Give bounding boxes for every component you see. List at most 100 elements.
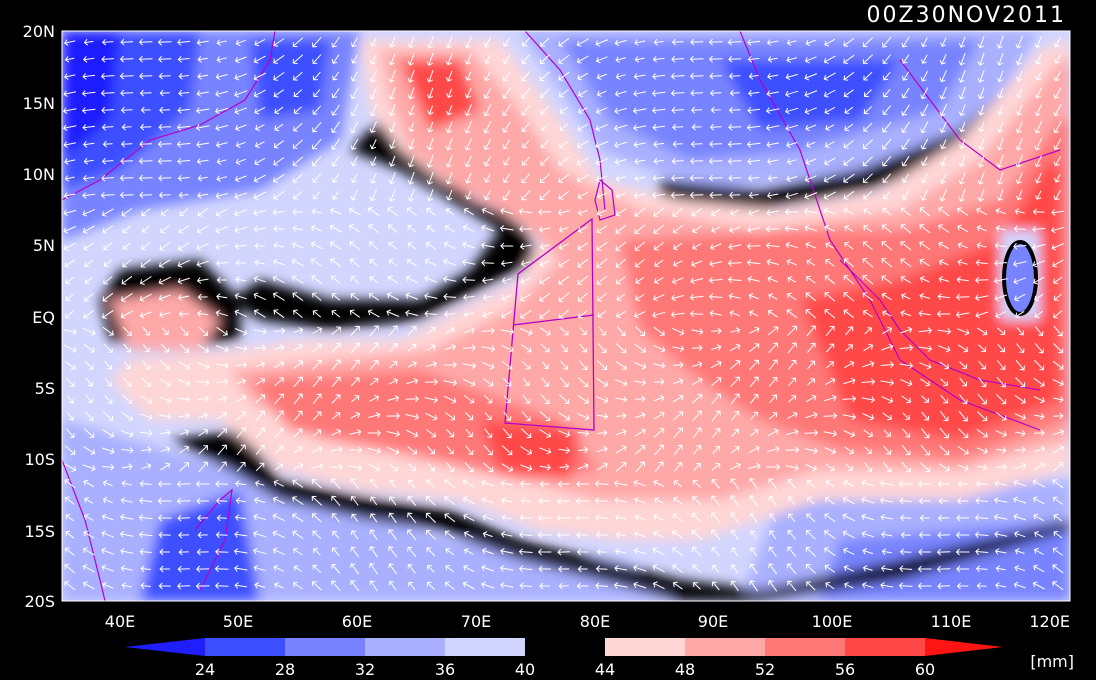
wind-arrow bbox=[331, 326, 341, 336]
wind-arrow bbox=[977, 154, 985, 168]
wind-arrow bbox=[880, 565, 893, 572]
wind-arrow bbox=[768, 412, 778, 420]
wind-arrow bbox=[121, 582, 132, 589]
wind-arrow bbox=[996, 394, 1007, 405]
wind-arrow bbox=[388, 241, 398, 250]
wind-arrow bbox=[502, 139, 511, 150]
wind-arrow bbox=[558, 411, 570, 421]
wind-arrow bbox=[480, 242, 495, 249]
wind-arrow bbox=[330, 258, 342, 268]
wind-arrow bbox=[292, 479, 304, 488]
wind-arrow bbox=[331, 563, 341, 574]
wind-arrow bbox=[500, 547, 514, 555]
wind-arrow bbox=[407, 495, 417, 506]
wind-arrow bbox=[957, 428, 969, 439]
wind-arrow bbox=[731, 547, 739, 557]
wind-arrow bbox=[234, 309, 248, 318]
wind-arrow bbox=[673, 444, 683, 456]
wind-arrow bbox=[653, 38, 664, 46]
wind-arrow bbox=[141, 463, 152, 470]
wind-arrow bbox=[234, 175, 247, 183]
wind-arrow bbox=[730, 580, 739, 592]
wind-arrow bbox=[236, 394, 247, 403]
wind-arrow bbox=[996, 171, 1004, 185]
wind-arrow bbox=[730, 564, 739, 574]
y-tick-label: 5S bbox=[35, 379, 55, 398]
wind-arrow bbox=[196, 39, 209, 46]
wind-arrow bbox=[936, 565, 951, 573]
wind-arrow bbox=[121, 446, 134, 454]
wind-arrow bbox=[882, 54, 892, 64]
wind-arrow bbox=[1034, 36, 1042, 49]
wind-arrow bbox=[748, 292, 759, 300]
wind-arrow bbox=[196, 141, 210, 148]
wind-arrow bbox=[958, 394, 968, 405]
wind-arrow bbox=[369, 513, 378, 523]
wind-arrow bbox=[102, 581, 114, 589]
wind-arrow bbox=[178, 294, 190, 301]
wind-arrow bbox=[500, 480, 513, 487]
wind-arrow bbox=[140, 395, 153, 404]
wind-arrow bbox=[974, 514, 989, 522]
wind-arrow bbox=[425, 530, 436, 540]
wind-arrow bbox=[747, 174, 760, 182]
wind-arrow bbox=[614, 107, 628, 115]
wind-arrow bbox=[82, 140, 95, 148]
wind-arrow bbox=[63, 124, 77, 132]
wind-arrow bbox=[1052, 259, 1064, 268]
wind-arrow bbox=[710, 360, 722, 369]
wind-arrow bbox=[122, 259, 132, 268]
wind-arrow bbox=[273, 156, 285, 166]
wind-arrow bbox=[139, 140, 153, 148]
wind-arrow bbox=[234, 582, 247, 589]
wind-arrow bbox=[921, 395, 929, 403]
coast-indochina bbox=[899, 59, 1061, 171]
wind-arrow bbox=[843, 140, 854, 149]
wind-arrow bbox=[997, 343, 1006, 353]
wind-arrow bbox=[481, 547, 494, 555]
wind-arrow bbox=[1053, 104, 1062, 117]
wind-arrow bbox=[862, 581, 874, 589]
wind-arrow bbox=[502, 70, 511, 82]
wind-arrow bbox=[253, 309, 266, 318]
wind-arrow bbox=[388, 259, 398, 267]
wind-arrow bbox=[576, 55, 589, 64]
wind-arrow bbox=[653, 326, 665, 336]
wind-arrow bbox=[996, 327, 1006, 335]
wind-arrow bbox=[235, 276, 247, 283]
wind-arrow bbox=[937, 480, 950, 488]
wind-arrow bbox=[369, 478, 378, 489]
wind-arrow bbox=[178, 191, 189, 199]
wind-arrow bbox=[520, 446, 532, 455]
wind-arrow bbox=[157, 157, 172, 165]
wind-arrow bbox=[653, 513, 664, 521]
wind-arrow bbox=[825, 325, 835, 337]
wind-arrow bbox=[500, 328, 515, 335]
wind-arrow bbox=[748, 191, 759, 199]
wind-arrow bbox=[426, 207, 436, 216]
wind-arrow bbox=[406, 377, 419, 385]
wind-arrow bbox=[843, 275, 855, 285]
wind-arrow bbox=[82, 208, 96, 217]
wind-arrow bbox=[483, 190, 491, 201]
coast-arabia-africa bbox=[62, 31, 276, 201]
wind-arrow bbox=[843, 309, 855, 319]
wind-arrow bbox=[1052, 445, 1065, 454]
wind-arrow bbox=[901, 444, 911, 456]
wind-arrow bbox=[579, 343, 588, 353]
wind-arrow bbox=[120, 89, 134, 97]
wind-arrow bbox=[901, 138, 910, 150]
wind-arrow bbox=[803, 208, 818, 215]
wind-arrow bbox=[122, 225, 132, 234]
wind-arrow bbox=[785, 464, 799, 472]
wind-arrow bbox=[540, 37, 550, 47]
wind-arrow bbox=[805, 464, 817, 472]
wind-arrow bbox=[215, 107, 229, 115]
wind-arrow bbox=[139, 311, 152, 319]
wind-arrow bbox=[596, 73, 607, 81]
wind-arrow bbox=[217, 461, 227, 473]
wind-arrow bbox=[462, 362, 477, 370]
wind-arrow bbox=[464, 548, 474, 555]
wind-arrow bbox=[272, 208, 285, 216]
wind-arrow bbox=[462, 496, 475, 505]
